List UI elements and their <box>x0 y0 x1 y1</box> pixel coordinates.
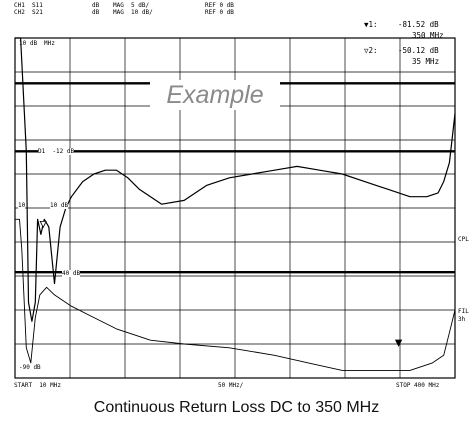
trace-marker-2 <box>394 339 403 347</box>
bottom-ref-label: -90 dB <box>19 364 41 371</box>
ch1-mag: MAG 5 dB/ <box>113 2 150 9</box>
ch2-label: CH2 S21 <box>14 9 43 16</box>
ch1-label: CH1 S11 <box>14 2 43 9</box>
d1-annotation: D1 -12 dB <box>38 148 75 155</box>
x-start-label: START 10 MHz <box>14 382 61 389</box>
marker-2-label: ▽2: <box>364 46 378 55</box>
trace-line-1 <box>15 37 456 322</box>
marker-1-value: -81.52 dB <box>398 20 439 29</box>
trace-line-2 <box>15 218 456 371</box>
example-watermark: Example <box>150 80 280 110</box>
ch1-ref: REF 0 dB <box>205 2 234 9</box>
top-left-scale: 10 dB <box>19 40 38 47</box>
x-center-label: 50 MHz/ <box>218 382 244 389</box>
ten-annotation: 10 <box>18 202 26 209</box>
side-3h-label: 3h <box>458 316 466 323</box>
ch2-ref: REF 0 dB <box>205 9 234 16</box>
ch2-unit: dB <box>92 9 100 16</box>
marker-1-label: ▼1: <box>364 20 378 29</box>
forty-db-annotation: 40 dB <box>62 270 81 277</box>
ch2-mag: MAG 10 dB/ <box>113 9 153 16</box>
plot-frame <box>14 37 456 379</box>
side-fil-label: FIL <box>458 308 469 315</box>
trace-marker-1 <box>39 220 47 229</box>
ten-db-annotation: 10 dB <box>50 202 69 209</box>
trace-group <box>15 37 456 371</box>
marker-2-value: -50.12 dB <box>398 46 439 55</box>
marker-2-freq: 35 MHz <box>412 57 440 66</box>
figure-caption: Continuous Return Loss DC to 350 MHz <box>93 399 380 416</box>
marker-1-freq: 350 MHz <box>412 31 444 40</box>
side-cpl-label: CPL <box>458 236 469 243</box>
ch1-unit: dB <box>92 2 100 9</box>
x-stop-label: STOP 400 MHz <box>396 382 440 389</box>
chart-grid <box>15 38 455 378</box>
mhz-tag: MHz <box>44 40 55 47</box>
